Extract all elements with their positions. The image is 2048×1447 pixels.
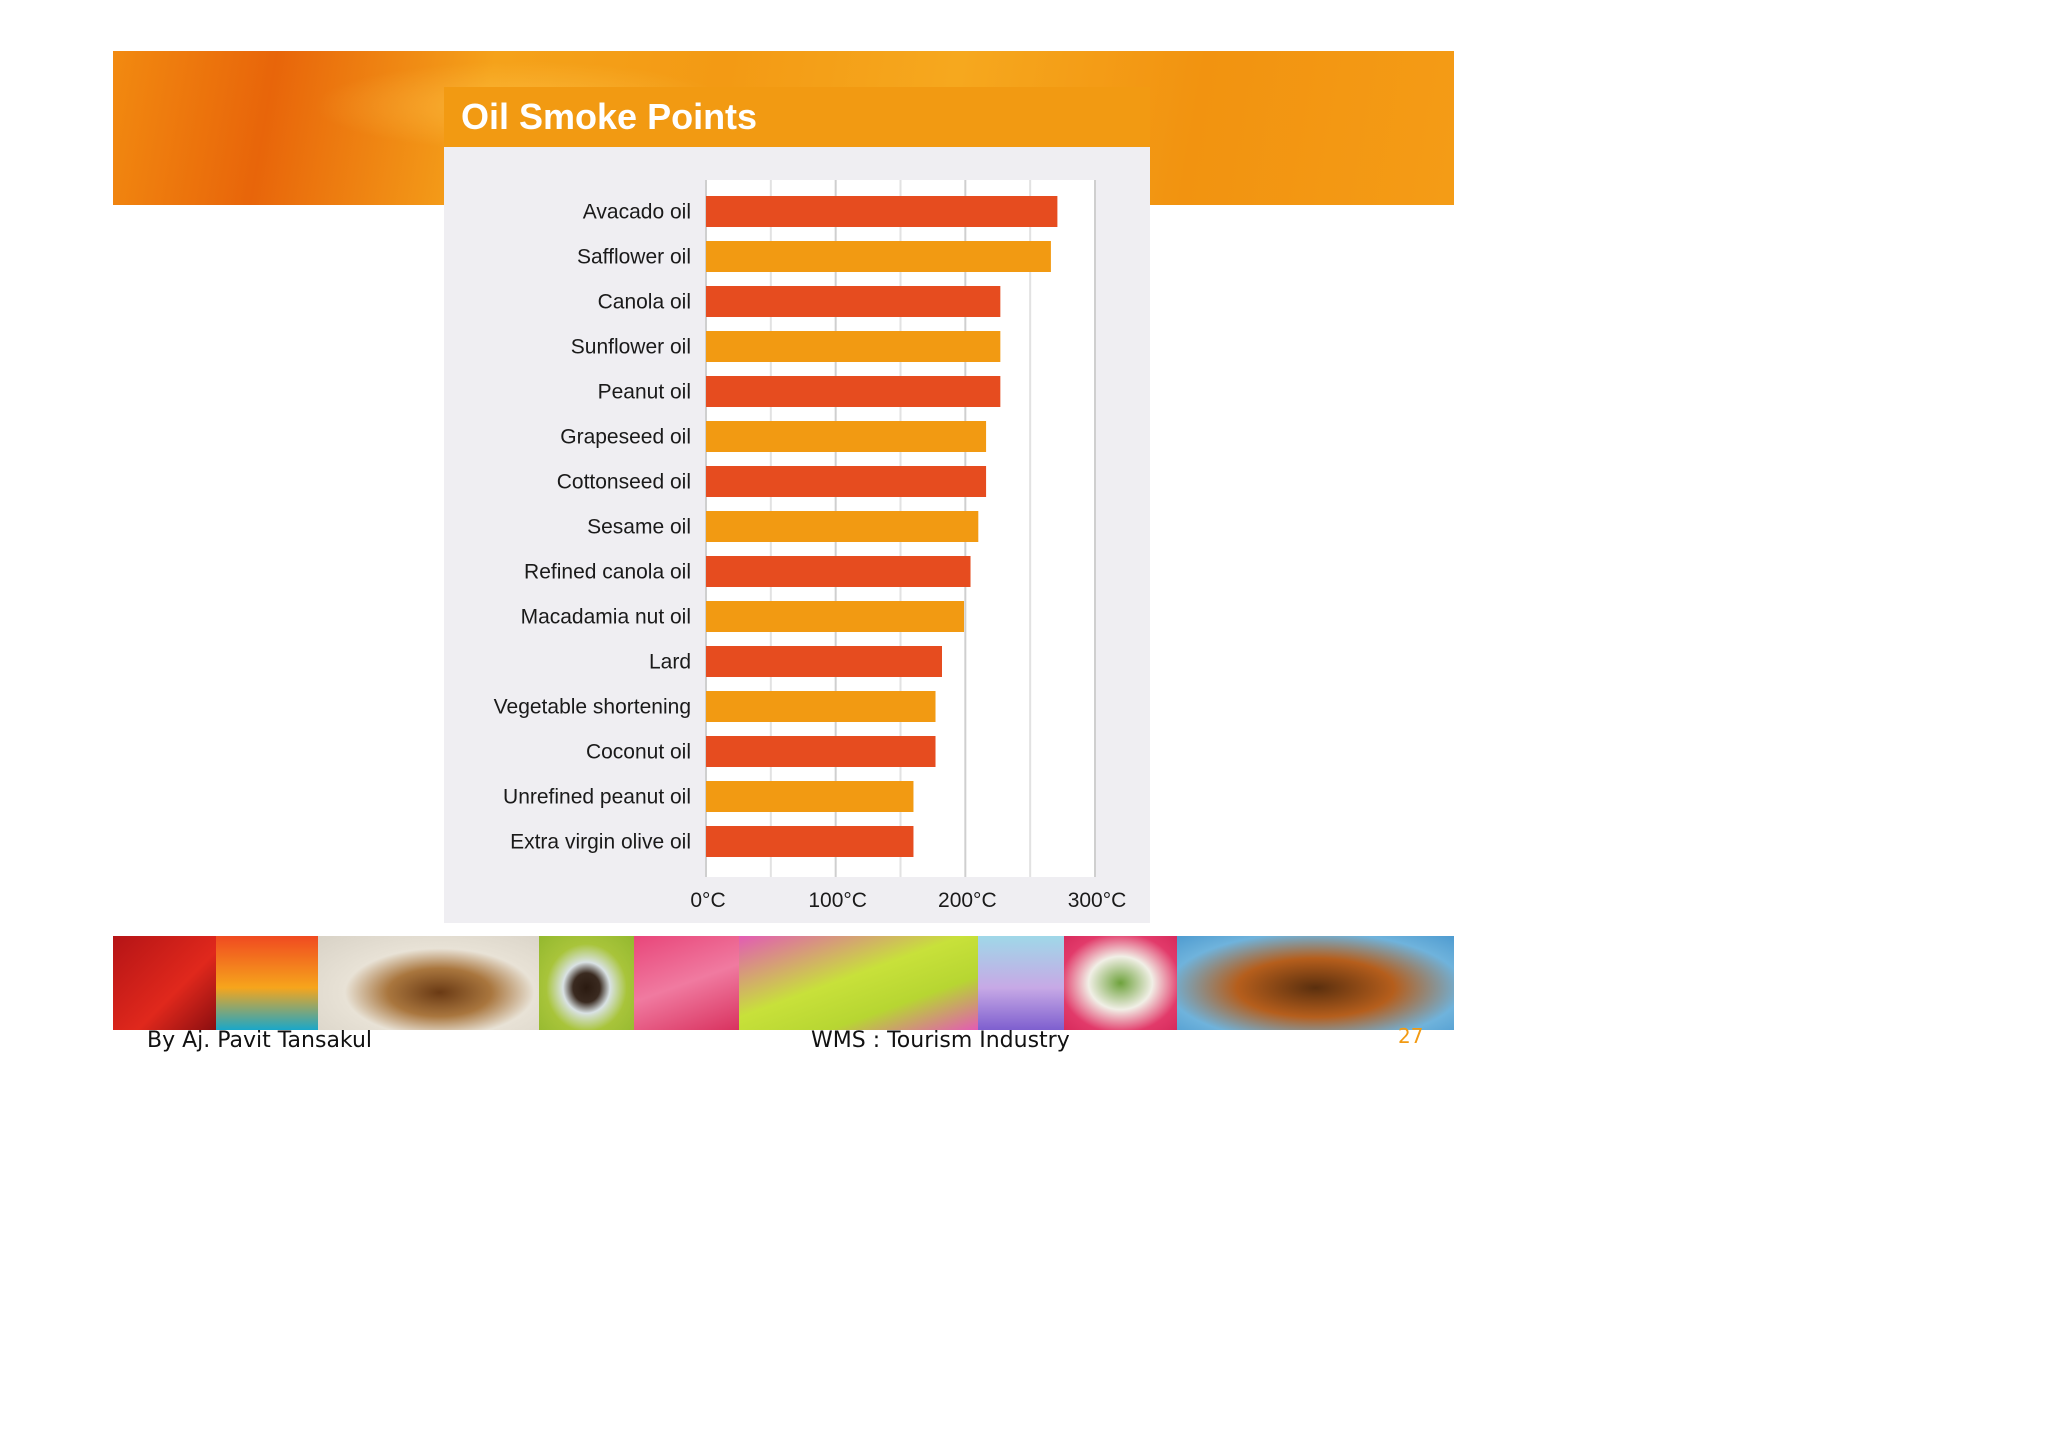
photo-sauce-bowl — [539, 936, 634, 1030]
bar — [706, 196, 1058, 227]
bar — [706, 736, 936, 767]
x-tick-label: 300°C — [1068, 889, 1127, 912]
bars — [706, 196, 1058, 857]
bar-chart: Avacado oil Safflower oil Canola oil Sunflo… — [494, 180, 1126, 912]
photo-drinks — [634, 936, 739, 1030]
x-tick-label: 0°C — [690, 889, 725, 912]
x-tick-labels: 0°C 100°C 200°C 300°C — [690, 889, 1126, 912]
category-label: Canola oil — [598, 291, 691, 314]
bar — [706, 511, 979, 542]
course-text: WMS : Tourism Industry — [811, 1028, 1070, 1053]
author-text: By Aj. Pavit Tansakul — [147, 1028, 373, 1053]
bar — [706, 241, 1051, 272]
category-label: Macadamia nut oil — [521, 606, 691, 629]
bar — [706, 286, 1001, 317]
bar — [706, 826, 914, 857]
category-label: Safflower oil — [577, 246, 691, 269]
category-label: Coconut oil — [586, 741, 691, 764]
bar — [706, 466, 987, 497]
category-label: Cottonseed oil — [557, 471, 691, 494]
bar — [706, 601, 965, 632]
photo-small-bowls — [978, 936, 1064, 1030]
category-labels: Avacado oil Safflower oil Canola oil Sunflo… — [494, 201, 691, 854]
photo-fish-dish — [318, 936, 539, 1030]
category-label: Extra virgin olive oil — [510, 831, 691, 854]
category-label: Lard — [649, 651, 691, 674]
category-label: Sunflower oil — [571, 336, 691, 359]
photo-bowls — [216, 936, 318, 1030]
title-box — [444, 87, 1150, 147]
category-label: Vegetable shortening — [494, 696, 691, 719]
x-tick-label: 200°C — [938, 889, 997, 912]
category-label: Sesame oil — [587, 516, 691, 539]
bar — [706, 556, 971, 587]
category-label: Peanut oil — [598, 381, 691, 404]
bar — [706, 376, 1001, 407]
category-label: Refined canola oil — [524, 561, 691, 584]
photo-salad-plate — [739, 936, 978, 1030]
bar — [706, 331, 1001, 362]
photo-chicken-salad — [1064, 936, 1177, 1030]
bar — [706, 781, 914, 812]
page-number: 27 — [1398, 1024, 1424, 1048]
bar — [706, 646, 942, 677]
chart-title: Oil Smoke Points — [461, 96, 758, 137]
photo-mushrooms — [113, 936, 216, 1030]
x-tick-label: 100°C — [808, 889, 867, 912]
bar — [706, 421, 987, 452]
category-label: Grapeseed oil — [560, 426, 691, 449]
bar — [706, 691, 936, 722]
photo-soup — [1177, 936, 1454, 1030]
category-label: Unrefined peanut oil — [503, 786, 691, 809]
category-label: Avacado oil — [583, 201, 691, 224]
food-photo-strip — [113, 936, 1454, 1030]
